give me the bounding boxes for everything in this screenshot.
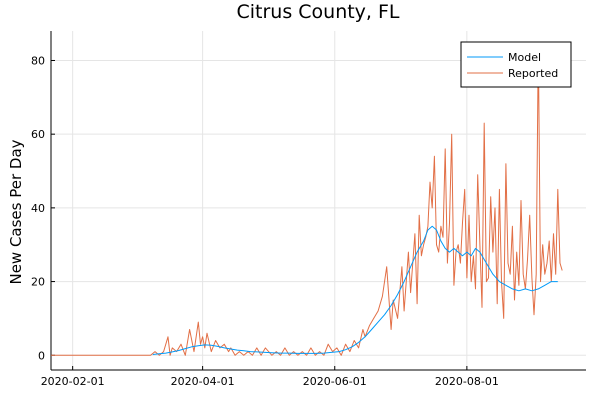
x-tick-label: 2020-08-01 — [435, 375, 499, 388]
y-tick-label: 20 — [31, 276, 45, 289]
chart-title: Citrus County, FL — [236, 1, 399, 23]
y-tick-label: 80 — [31, 54, 45, 67]
legend-label-model: Model — [508, 51, 541, 64]
series-lines — [51, 41, 563, 356]
series-line-reported — [51, 41, 563, 356]
y-tick-label: 0 — [38, 349, 45, 362]
x-tick-label: 2020-04-01 — [171, 375, 235, 388]
x-tick-label: 2020-02-01 — [41, 375, 105, 388]
legend-label-reported: Reported — [508, 67, 558, 80]
y-tick-label: 60 — [31, 128, 45, 141]
axes — [50, 31, 586, 371]
y-tick-label: 40 — [31, 202, 45, 215]
legend: Model Reported — [460, 41, 572, 88]
tick-labels: 2020-02-01 2020-04-01 2020-06-01 2020-08-01… — [31, 54, 499, 388]
legend-box — [460, 41, 572, 88]
x-tick-label: 2020-06-01 — [303, 375, 367, 388]
series-line-model — [152, 225, 558, 355]
y-axis-label: New Cases Per Day — [7, 139, 25, 284]
